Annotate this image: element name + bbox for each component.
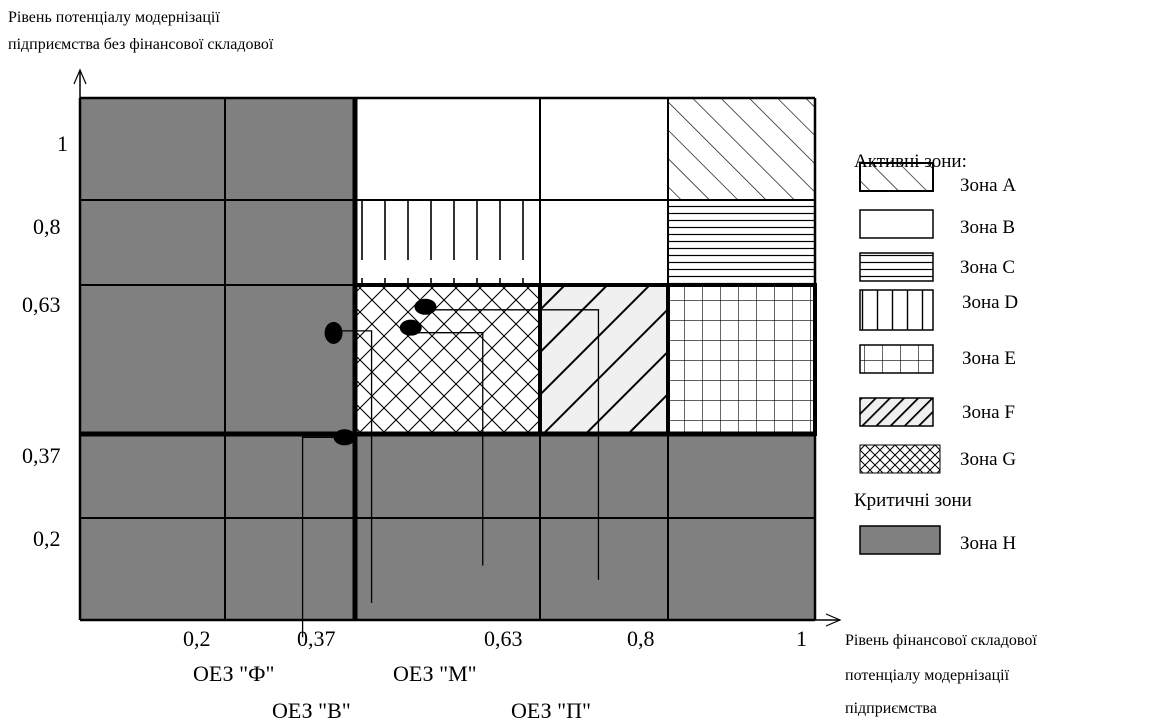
- oez-label-p: ОЕЗ "П": [511, 698, 591, 723]
- leader-line-p: [425, 309, 600, 580]
- legend-label-zone-a: Зона А: [960, 175, 1017, 196]
- zone-cell-h: [80, 200, 225, 285]
- zone-cell-b: [355, 98, 540, 200]
- oez-point-f: [333, 429, 356, 446]
- legend-label-zone-b: Зона В: [960, 217, 1016, 238]
- y-axis-arrow-icon: [73, 68, 87, 85]
- legend-swatch-zone-h: [859, 525, 941, 555]
- x-tick-label: 0,8: [627, 626, 655, 651]
- zone-cell-a: [668, 98, 815, 200]
- zone-cell-h: [668, 518, 815, 620]
- zone-cell-h: [225, 434, 355, 518]
- oez-point-v: [324, 321, 343, 344]
- oez-label-f: ОЕЗ "Ф": [193, 661, 275, 686]
- zone-cell-h: [80, 285, 225, 434]
- x-axis-label-line2: потенціалу модернізації: [845, 667, 1010, 684]
- legend-label-zone-h: Зона Н: [960, 533, 1017, 554]
- y-tick-label: 0,63: [22, 292, 61, 317]
- legend-label-zone-f: Зона F: [962, 402, 1015, 423]
- zone-cell-h: [540, 518, 668, 620]
- zone-cell-h: [668, 434, 815, 518]
- legend-swatch-zone-a: [859, 162, 934, 192]
- zone-cell-h: [355, 434, 540, 518]
- x-tick-label: 0,37: [297, 626, 336, 651]
- legend-swatch-zone-f: [859, 397, 934, 427]
- zone-cell-g: [355, 285, 540, 434]
- y-tick-label: 1: [57, 131, 68, 156]
- y-tick-label: 0,2: [33, 526, 61, 551]
- x-axis-label-line3: підприємства: [845, 700, 937, 717]
- zone-cell-h: [225, 285, 355, 434]
- x-axis-arrow-icon: [825, 613, 842, 627]
- zone-cell-h: [80, 518, 225, 620]
- leader-line-f: [301, 436, 345, 638]
- x-tick-label: 1: [796, 626, 807, 651]
- x-axis-label-line1: Рівень фінансової складової: [845, 632, 1037, 649]
- zone-boundary-band: [353, 283, 817, 436]
- zone-cell-d: [355, 200, 540, 285]
- zone-cell-e: [668, 285, 815, 434]
- legend-critical-title: Критичні зони: [854, 490, 972, 511]
- legend-label-zone-d: Зона D: [962, 292, 1019, 313]
- legend-active-title: Активні зони:: [854, 151, 967, 172]
- oez-label-v: ОЕЗ "В": [272, 698, 351, 723]
- zone-cell-b: [540, 200, 668, 285]
- zone-cell-h: [225, 98, 355, 200]
- zone-cell-h: [540, 434, 668, 518]
- legend-swatch-zone-e: [859, 344, 934, 374]
- y-tick-label: 0,8: [33, 214, 61, 239]
- oez-label-m: ОЕЗ "М": [393, 661, 477, 686]
- y-axis-label-line1: Рівень потенціалу модернізації: [8, 9, 220, 26]
- y-tick-label: 0,37: [22, 443, 61, 468]
- legend-swatch-zone-b: [859, 209, 934, 239]
- oez-point-p: [414, 298, 437, 315]
- zone-cell-h: [80, 98, 225, 200]
- legend-label-zone-c: Зона С: [960, 257, 1016, 278]
- zone-cell-b: [540, 98, 668, 200]
- legend-swatch-zone-g: [859, 444, 941, 474]
- legend-swatch-zone-d: [859, 289, 934, 331]
- zone-cell-h: [80, 434, 225, 518]
- zone-cell-f: [540, 285, 668, 434]
- zone-cell-c: [668, 200, 815, 285]
- y-axis-label-line2: підприємства без фінансової складової: [8, 36, 274, 53]
- oez-point-m: [399, 319, 422, 336]
- zone-cell-h: [355, 518, 540, 620]
- legend-swatch-zone-c: [859, 252, 934, 282]
- legend-label-zone-e: Зона Е: [962, 348, 1016, 369]
- zone-cell-h: [225, 200, 355, 285]
- zone-cell-h: [225, 518, 355, 620]
- x-tick-label: 0,63: [484, 626, 523, 651]
- leader-line-m: [410, 332, 484, 566]
- x-tick-label: 0,2: [183, 626, 211, 651]
- leader-line-v: [333, 330, 373, 603]
- legend-label-zone-g: Зона G: [960, 449, 1017, 470]
